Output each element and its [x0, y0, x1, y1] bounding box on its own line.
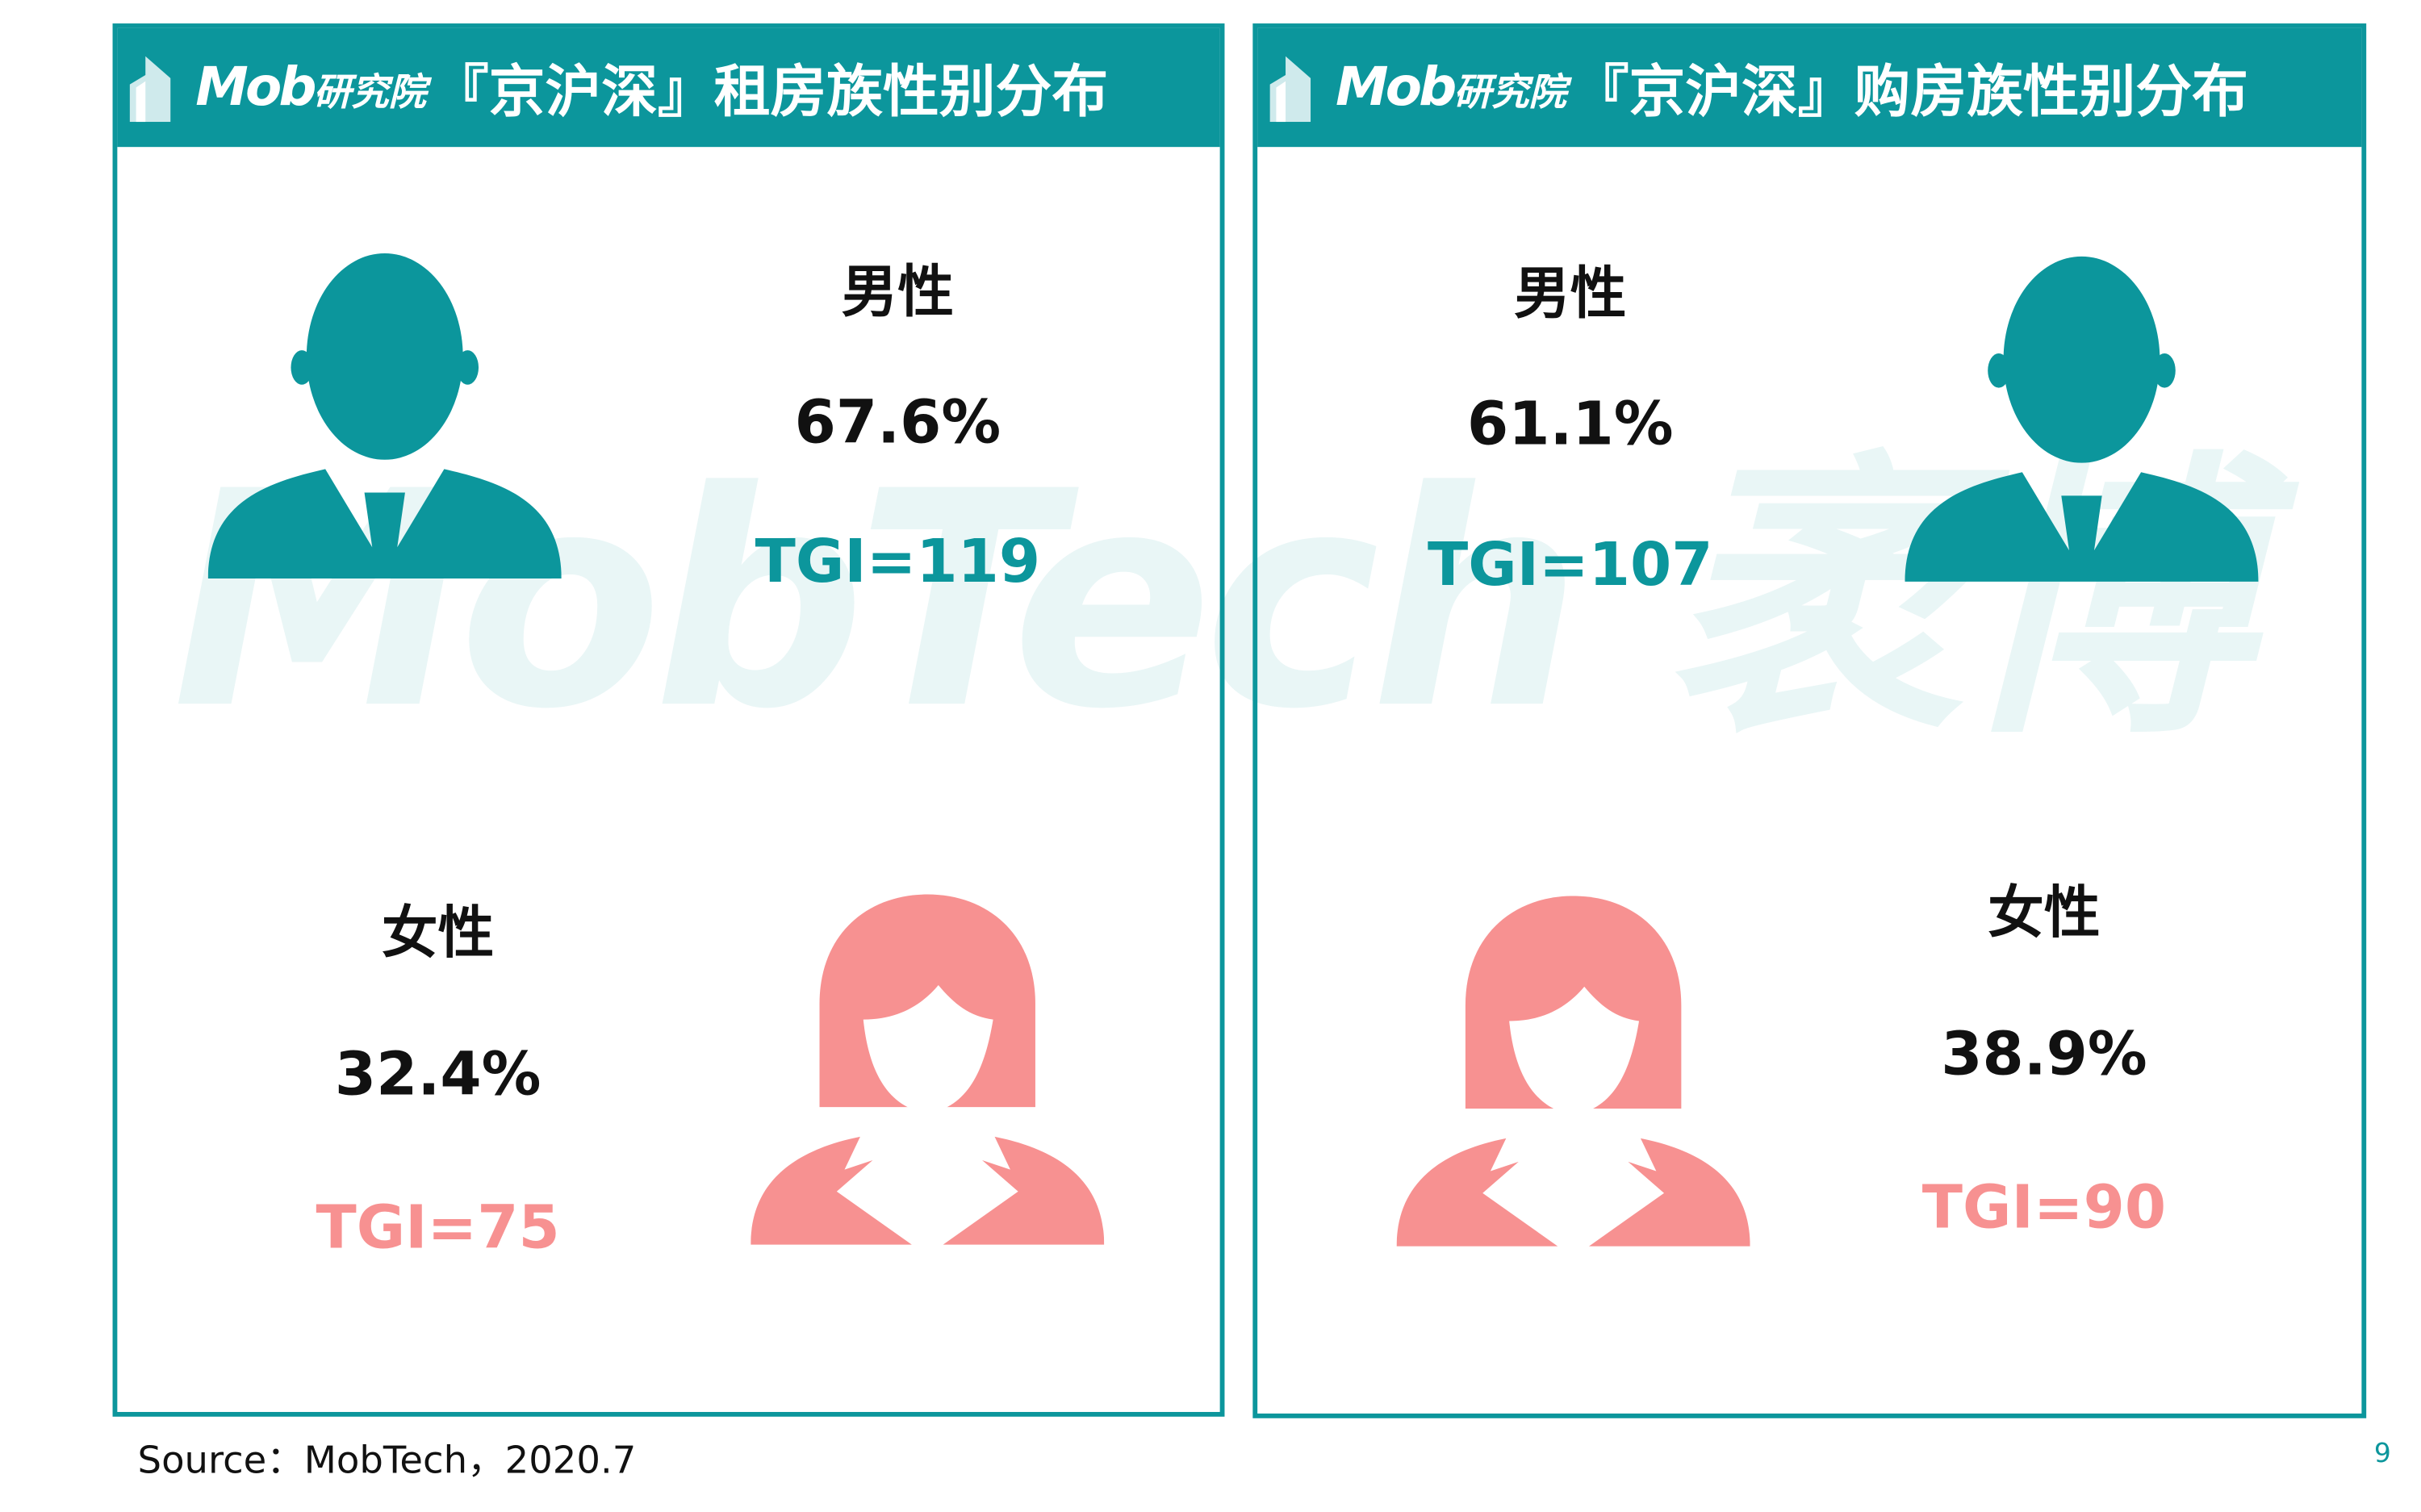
logo-institute-text: 研究院	[313, 69, 427, 114]
renter-gender-panel: Mob 研究院 『京沪深』租房族性别分布	[112, 23, 1225, 1417]
source-note: Source：MobTech，2020.7	[137, 1438, 637, 1483]
buyer-gender-panel: Mob 研究院 『京沪深』购房族性别分布	[1252, 23, 2367, 1418]
female-tgi: TGI=75	[316, 1192, 560, 1262]
male-percent: 67.6%	[794, 387, 1001, 457]
female-percent: 32.4%	[334, 1039, 541, 1109]
male-tgi: TGI=107	[1427, 529, 1713, 599]
female-tgi: TGI=90	[1921, 1172, 2167, 1242]
female-label: 女性	[1988, 882, 2101, 946]
male-label: 男性	[1513, 262, 1627, 328]
mob-logo: Mob 研究院	[123, 53, 427, 123]
female-percent: 38.9%	[1941, 1019, 2147, 1088]
female-icon	[751, 894, 1105, 1245]
female-label: 女性	[381, 902, 495, 967]
panel-title: 『京沪深』购房族性别分布	[1572, 61, 2248, 126]
page-number: 9	[2373, 1438, 2391, 1470]
logo-institute-text: 研究院	[1453, 69, 1566, 114]
watermark: MobTech 袤博	[172, 428, 2252, 775]
logo-building-icon	[1269, 56, 1311, 123]
panel-title: 『京沪深』租房族性别分布	[432, 61, 1109, 126]
panel-header: Mob 研究院 『京沪深』购房族性别分布	[1257, 27, 2362, 148]
mob-logo: Mob 研究院	[1264, 53, 1566, 123]
male-tgi: TGI=119	[755, 527, 1041, 596]
logo-mob-text: Mob	[1336, 56, 1457, 119]
logo-building-icon	[129, 56, 171, 123]
male-label: 男性	[841, 261, 955, 326]
logo-mob-text: Mob	[195, 56, 316, 119]
panel-header: Mob 研究院 『京沪深』租房族性别分布	[117, 27, 1220, 148]
female-icon	[1396, 896, 1750, 1247]
male-icon	[207, 253, 562, 579]
male-icon	[1905, 256, 2259, 582]
male-percent: 61.1%	[1466, 389, 1674, 458]
